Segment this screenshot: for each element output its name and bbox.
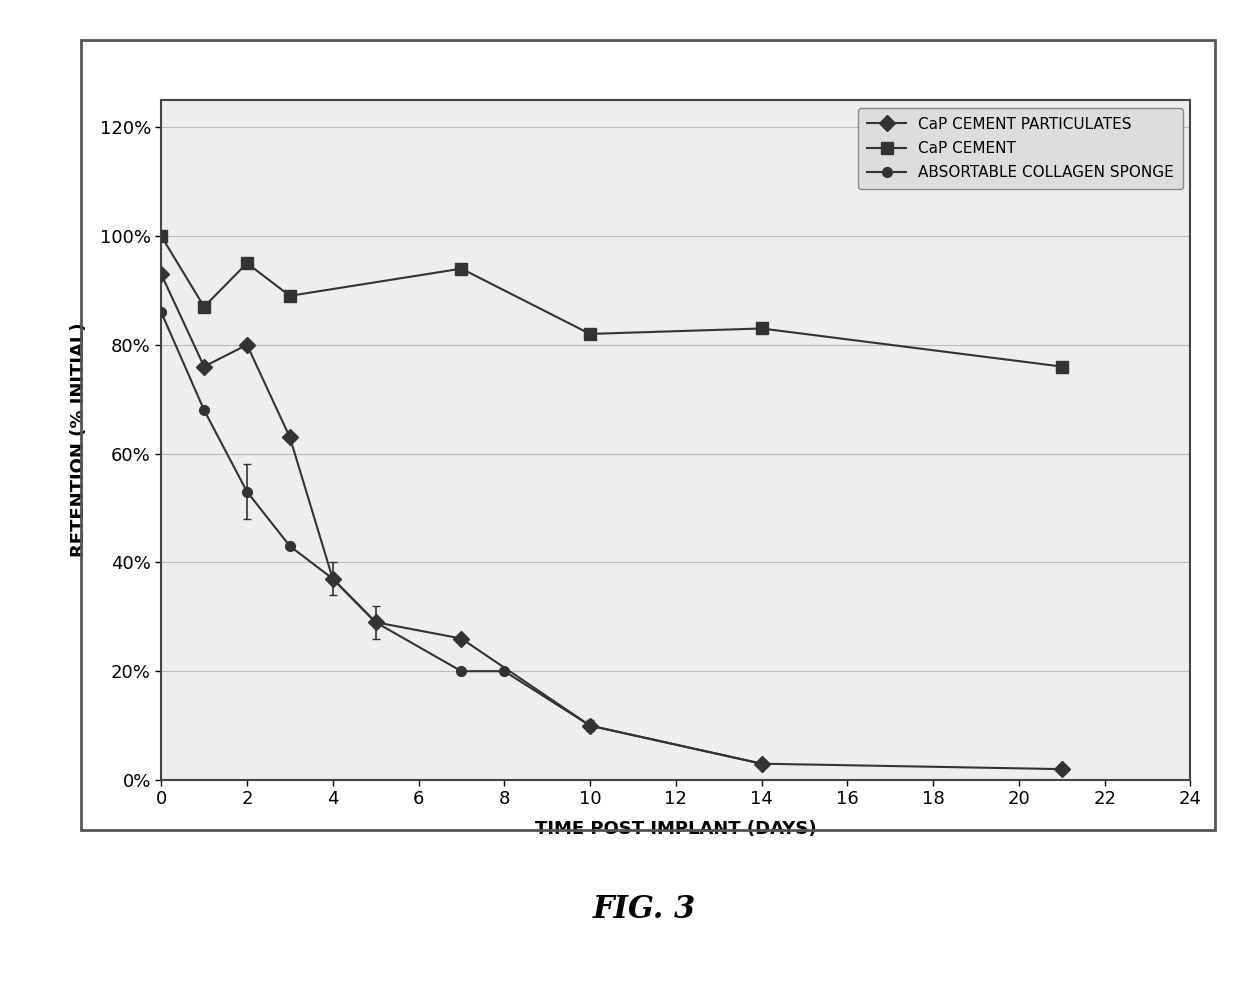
X-axis label: TIME POST IMPLANT (DAYS): TIME POST IMPLANT (DAYS) [534,820,817,838]
Line: ABSORTABLE COLLAGEN SPONGE: ABSORTABLE COLLAGEN SPONGE [156,307,766,769]
ABSORTABLE COLLAGEN SPONGE [583,720,598,732]
CaP CEMENT PARTICULATES [197,361,212,373]
ABSORTABLE COLLAGEN SPONGE [283,540,298,552]
CaP CEMENT [239,257,254,269]
CaP CEMENT [154,230,169,242]
CaP CEMENT PARTICULATES [368,616,383,628]
ABSORTABLE COLLAGEN SPONGE [454,665,469,677]
CaP CEMENT [583,328,598,340]
ABSORTABLE COLLAGEN SPONGE [154,306,169,318]
ABSORTABLE COLLAGEN SPONGE [197,404,212,416]
ABSORTABLE COLLAGEN SPONGE [239,486,254,498]
CaP CEMENT PARTICULATES [154,268,169,280]
CaP CEMENT PARTICULATES [239,339,254,351]
ABSORTABLE COLLAGEN SPONGE [325,573,340,585]
CaP CEMENT [197,301,212,313]
CaP CEMENT PARTICULATES [583,720,598,732]
Line: CaP CEMENT PARTICULATES: CaP CEMENT PARTICULATES [156,269,1068,775]
Legend: CaP CEMENT PARTICULATES, CaP CEMENT, ABSORTABLE COLLAGEN SPONGE: CaP CEMENT PARTICULATES, CaP CEMENT, ABS… [858,108,1183,189]
Y-axis label: RETENTION (% INITIAL): RETENTION (% INITIAL) [71,323,88,557]
CaP CEMENT PARTICULATES [325,573,340,585]
CaP CEMENT PARTICULATES [754,758,769,770]
ABSORTABLE COLLAGEN SPONGE [368,616,383,628]
ABSORTABLE COLLAGEN SPONGE [754,758,769,770]
CaP CEMENT [754,322,769,334]
CaP CEMENT [454,263,469,275]
CaP CEMENT PARTICULATES [283,431,298,443]
CaP CEMENT [283,290,298,302]
ABSORTABLE COLLAGEN SPONGE [497,665,512,677]
CaP CEMENT [1054,361,1069,373]
CaP CEMENT PARTICULATES [1054,763,1069,775]
Line: CaP CEMENT: CaP CEMENT [156,230,1068,372]
CaP CEMENT PARTICULATES [454,633,469,645]
Text: FIG. 3: FIG. 3 [593,894,697,926]
